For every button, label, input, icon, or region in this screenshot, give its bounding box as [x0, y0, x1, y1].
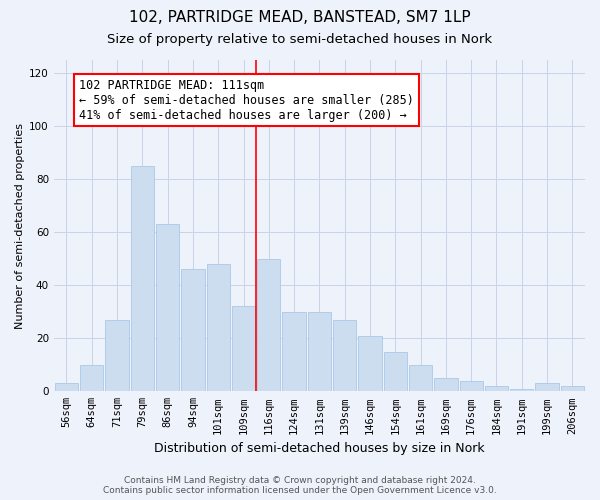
Text: Size of property relative to semi-detached houses in Nork: Size of property relative to semi-detach…: [107, 32, 493, 46]
Text: 102 PARTRIDGE MEAD: 111sqm
← 59% of semi-detached houses are smaller (285)
41% o: 102 PARTRIDGE MEAD: 111sqm ← 59% of semi…: [79, 78, 414, 122]
Bar: [257, 259, 280, 392]
Bar: [131, 166, 154, 392]
Bar: [181, 270, 205, 392]
Bar: [383, 352, 407, 392]
Bar: [55, 384, 78, 392]
Bar: [409, 365, 432, 392]
Bar: [358, 336, 382, 392]
Bar: [510, 388, 533, 392]
Bar: [308, 312, 331, 392]
Bar: [485, 386, 508, 392]
Text: 102, PARTRIDGE MEAD, BANSTEAD, SM7 1LP: 102, PARTRIDGE MEAD, BANSTEAD, SM7 1LP: [129, 10, 471, 25]
Text: Contains HM Land Registry data © Crown copyright and database right 2024.
Contai: Contains HM Land Registry data © Crown c…: [103, 476, 497, 495]
Bar: [106, 320, 128, 392]
Bar: [333, 320, 356, 392]
Bar: [156, 224, 179, 392]
Bar: [460, 380, 483, 392]
X-axis label: Distribution of semi-detached houses by size in Nork: Distribution of semi-detached houses by …: [154, 442, 485, 455]
Bar: [206, 264, 230, 392]
Bar: [561, 386, 584, 392]
Bar: [232, 306, 255, 392]
Bar: [434, 378, 458, 392]
Bar: [283, 312, 306, 392]
Bar: [80, 365, 103, 392]
Y-axis label: Number of semi-detached properties: Number of semi-detached properties: [15, 122, 25, 328]
Bar: [535, 384, 559, 392]
